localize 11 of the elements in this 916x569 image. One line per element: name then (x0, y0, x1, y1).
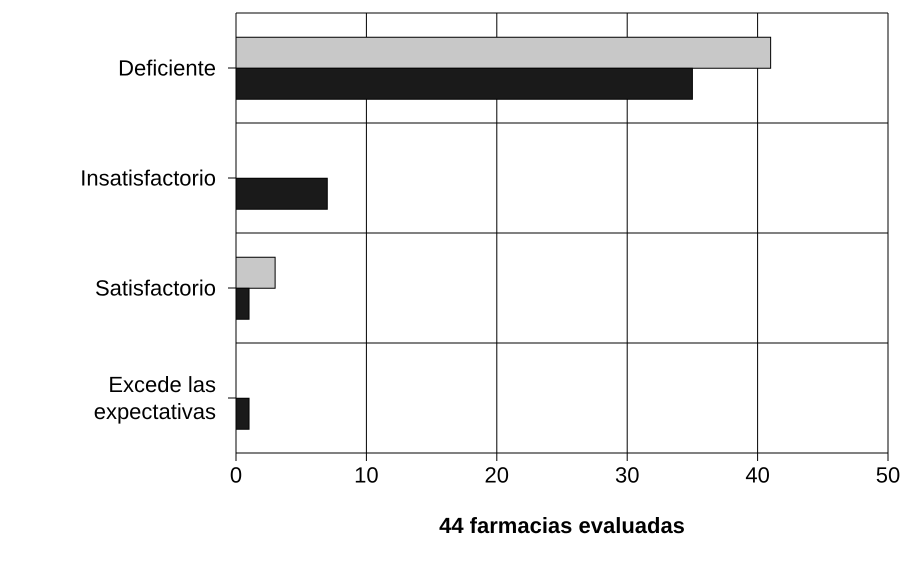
x-tick-label: 10 (354, 462, 379, 488)
x-tick-label: 20 (484, 462, 510, 488)
y-tick-label: Insatisfactorio (80, 166, 216, 191)
x-tick-label: 40 (745, 462, 770, 488)
x-axis-title: 44 farmacias evaluadas (439, 513, 685, 538)
y-tick-label: Deficiente (118, 56, 216, 81)
y-tick-label: Excede las expectativas (94, 372, 216, 424)
x-tick-label: 0 (230, 462, 242, 488)
x-tick-label: 30 (614, 462, 640, 488)
y-tick-label: Satisfactorio (94, 276, 216, 301)
x-tick-label: 50 (876, 462, 900, 488)
